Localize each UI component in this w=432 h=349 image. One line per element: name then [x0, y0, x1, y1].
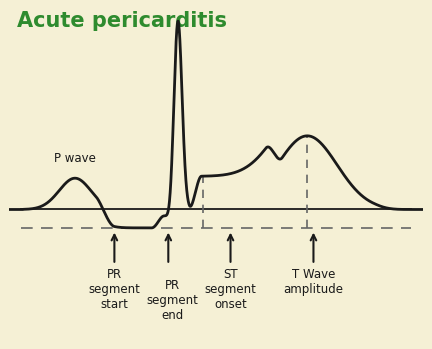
Text: Acute pericarditis: Acute pericarditis — [17, 11, 227, 31]
Text: PR
segment
start: PR segment start — [89, 268, 140, 311]
Text: PR
segment
end: PR segment end — [146, 280, 198, 322]
Text: T Wave
amplitude: T Wave amplitude — [283, 268, 343, 296]
Text: ST
segment
onset: ST segment onset — [205, 268, 257, 311]
Text: P wave: P wave — [54, 152, 96, 165]
